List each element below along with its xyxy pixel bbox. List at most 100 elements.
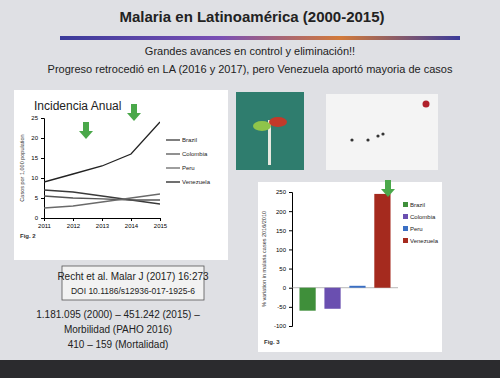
tick-label: 2014 xyxy=(125,223,139,229)
tick-mark xyxy=(41,138,44,139)
tick: 50 xyxy=(279,266,292,272)
tick-label: 10 xyxy=(31,175,38,181)
green-arrow xyxy=(381,180,395,197)
title-underline xyxy=(60,36,460,40)
legend-label: Colombia xyxy=(410,214,436,220)
slide-photo: Malaria en Latinoamérica (2000-2015)Gran… xyxy=(0,0,500,378)
tick-mark xyxy=(160,218,161,221)
slide-subtitle: Grandes avances en control y eliminación… xyxy=(145,45,355,57)
legend: Brazil Colombia Peru Venezuela xyxy=(403,202,439,244)
y-axis: -100-50050100150200250 xyxy=(274,189,293,329)
tick-label: 2013 xyxy=(96,223,110,229)
tick: 0 xyxy=(283,285,292,291)
stat-line: Morbilidad (PAHO 2016) xyxy=(64,324,172,335)
tick-label: 5 xyxy=(35,195,39,201)
axis-line xyxy=(289,193,293,327)
tick-label: 0 xyxy=(35,215,39,221)
tick-label: 0 xyxy=(283,285,287,291)
axis-line xyxy=(45,219,161,222)
bar xyxy=(324,288,340,309)
tick: 25 xyxy=(31,115,44,121)
tick: 2014 xyxy=(125,218,139,229)
bar xyxy=(299,288,315,311)
tick-mark xyxy=(289,230,292,231)
tick-label: 2011 xyxy=(38,223,52,229)
tick-mark xyxy=(289,269,292,270)
legend-swatch xyxy=(166,167,180,168)
y-axis-title: Casos por 1,000 population xyxy=(19,134,25,201)
tick-mark xyxy=(41,178,44,179)
tick-label: 20 xyxy=(31,135,38,141)
tick-mark xyxy=(289,326,292,327)
line xyxy=(44,194,160,208)
tick: 15 xyxy=(31,155,44,161)
tick-label: 15 xyxy=(31,155,38,161)
image-panel xyxy=(326,94,438,170)
red-dot xyxy=(423,101,430,108)
y-axis-title: % variation in malaria cases 2016/2010 xyxy=(261,211,267,307)
legend-label: Venezuela xyxy=(182,179,211,185)
legend-label: Venezuela xyxy=(410,238,439,244)
tick: 2011 xyxy=(38,218,52,229)
figure-caption: Fig. 3 xyxy=(264,339,280,345)
tick: 2012 xyxy=(67,218,81,229)
stat-line: 1.181.095 (2000) – 451.242 (2015) – xyxy=(36,309,200,320)
y-axis: 0 5 10 15 20 25 xyxy=(31,115,44,221)
tick-mark xyxy=(131,218,132,221)
tick: 10 xyxy=(31,175,44,181)
legend-swatch xyxy=(166,139,180,140)
green-arrow xyxy=(79,122,93,139)
x-axis: 2011 2012 2013 2014 2015 xyxy=(38,218,168,229)
tick-mark xyxy=(289,192,292,193)
tick: 150 xyxy=(276,228,292,234)
tick-mark xyxy=(73,218,74,221)
slide-note: Progreso retrocedió en LA (2016 y 2017),… xyxy=(48,63,453,75)
plot-area xyxy=(44,122,160,208)
photo-edge xyxy=(0,360,500,378)
tick-mark xyxy=(41,218,44,219)
book-cover xyxy=(236,92,304,170)
stat-line: 410 – 159 (Mortalidad) xyxy=(68,339,169,350)
legend-label: Brazil xyxy=(410,202,425,208)
legend-label: Peru xyxy=(410,226,423,232)
tick-mark xyxy=(41,158,44,159)
tick: 20 xyxy=(31,135,44,141)
legend-swatch xyxy=(166,181,180,182)
tick: 5 xyxy=(35,195,44,201)
tick-label: 250 xyxy=(276,189,287,195)
chart-title: Incidencia Anual xyxy=(34,99,121,113)
legend-swatch xyxy=(166,153,180,154)
tick: 0 xyxy=(35,215,44,221)
tick: 200 xyxy=(276,209,292,215)
tick-label: 2012 xyxy=(67,223,81,229)
tick: 2013 xyxy=(96,218,110,229)
bar xyxy=(374,194,390,288)
plant-leaf xyxy=(269,117,287,127)
tick-label: 25 xyxy=(31,115,38,121)
tick-label: 2015 xyxy=(154,223,168,229)
tick: -100 xyxy=(274,323,292,329)
map-dot xyxy=(350,138,353,141)
tick-label: -100 xyxy=(274,323,287,329)
map-dot xyxy=(366,138,369,141)
tick-label: 150 xyxy=(276,228,287,234)
chart-panel xyxy=(14,90,228,260)
legend-swatch xyxy=(403,226,408,231)
plant-leaf xyxy=(253,121,271,131)
tick-label: 100 xyxy=(276,247,287,253)
plot-area xyxy=(299,194,390,311)
tick-mark xyxy=(289,249,292,250)
tick-mark xyxy=(41,118,44,119)
tick: 250 xyxy=(276,189,292,195)
legend-swatch xyxy=(403,238,408,243)
legend-label: Brazil xyxy=(182,137,197,143)
green-arrow xyxy=(127,104,141,121)
tick-label: 200 xyxy=(276,209,287,215)
axis-line xyxy=(41,119,45,219)
tick: 2015 xyxy=(154,218,168,229)
citation: DOI 10.1186/s12936-017-1925-6 xyxy=(71,286,195,296)
tick-label: 50 xyxy=(279,266,286,272)
map-dot xyxy=(376,134,379,137)
legend-label: Colombia xyxy=(182,151,208,157)
tick-mark xyxy=(289,288,292,289)
